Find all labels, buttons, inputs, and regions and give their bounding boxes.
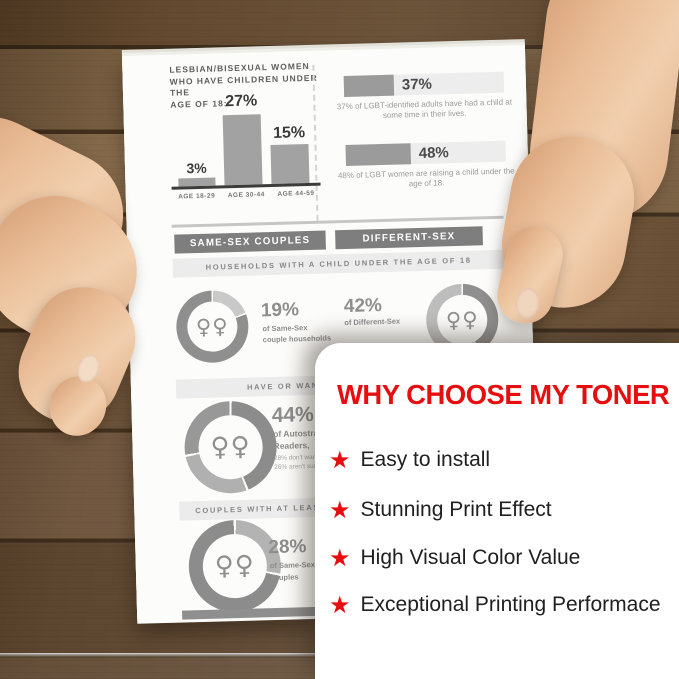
donut-caption: of Same-Sex xyxy=(269,559,315,571)
star-icon: ★ xyxy=(329,544,351,572)
donut-chart-44: ♀♀ xyxy=(183,399,278,495)
feature-label: Stunning Print Effect xyxy=(360,498,552,521)
feature-label: High Visual Color Value xyxy=(360,546,581,569)
feature-item: ★ Exceptional Printing Performace xyxy=(329,590,661,620)
banner-same-sex-couples: SAME-SEX COUPLES xyxy=(174,230,326,254)
donut-hole: ♀♀ xyxy=(186,300,239,353)
age-bar-chart: 3% 27% 15% xyxy=(169,89,321,190)
stat-bar-fill xyxy=(343,74,395,98)
star-icon: ★ xyxy=(329,591,351,619)
bar-age-44-59 xyxy=(270,144,310,185)
female-female-icon: ♀♀ xyxy=(195,314,230,340)
stat-bar-fill xyxy=(345,143,412,166)
star-icon: ★ xyxy=(329,446,351,474)
female-female-icon: ♀♀ xyxy=(214,550,256,582)
feature-label: Easy to install xyxy=(360,448,491,471)
donut-chart-28: ♀♀ xyxy=(187,518,283,614)
donut-value: 28% xyxy=(268,536,307,559)
feature-label: Exceptional Printing Performace xyxy=(360,593,661,616)
bar-value-label: 27% xyxy=(225,92,258,111)
donut-hole: ♀♀ xyxy=(197,414,264,481)
axis-label: AGE 44-59 xyxy=(277,189,315,198)
right-hand xyxy=(480,0,679,353)
axis-label: AGE 30-44 xyxy=(227,191,265,200)
axis-label: AGE 18-29 xyxy=(178,192,216,201)
stat-value-label: 37% xyxy=(401,75,433,94)
feature-item: ★ Easy to install xyxy=(329,445,490,475)
donut-caption: Readers, xyxy=(273,440,310,452)
bar-age-30-44 xyxy=(222,114,263,186)
section-band-households: HOUSEHOLDS WITH A CHILD UNDER THE AGE OF… xyxy=(172,249,505,278)
feature-item: ★ High Visual Color Value xyxy=(329,543,580,573)
female-female-icon: ♀♀ xyxy=(210,431,252,463)
marketing-overlay-card: WHY CHOOSE MY TONER ★ Easy to install ★ … xyxy=(315,343,679,679)
bar-value-label: 3% xyxy=(186,159,207,177)
donut-chart-19: ♀♀ xyxy=(175,289,250,364)
banner-different-sex-couples: DIFFERENT-SEX COUPLES xyxy=(335,226,483,263)
feature-item: ★ Stunning Print Effect xyxy=(329,495,552,525)
gender-symbols-icon: ♀♀ xyxy=(445,307,479,333)
divider-rule xyxy=(171,215,504,228)
left-hand xyxy=(0,95,162,444)
donut-caption: of Same-Sex xyxy=(262,323,308,334)
bar-value-label: 15% xyxy=(272,124,306,142)
donut-caption: couple households xyxy=(262,333,332,345)
stat-value-label: 48% xyxy=(418,144,449,163)
star-icon: ★ xyxy=(329,496,351,524)
card-title: WHY CHOOSE MY TONER xyxy=(337,379,670,410)
bar-chart-axis-labels: AGE 18-29 AGE 30-44 AGE 44-59 xyxy=(172,190,321,201)
donut-caption: of Different-Sex xyxy=(344,316,401,328)
donut-caption: couples xyxy=(270,572,299,583)
donut-value: 42% xyxy=(343,295,383,318)
donut-value: 19% xyxy=(260,299,300,322)
donut-value: 44% xyxy=(271,402,315,428)
donut-hole: ♀♀ xyxy=(201,533,268,599)
